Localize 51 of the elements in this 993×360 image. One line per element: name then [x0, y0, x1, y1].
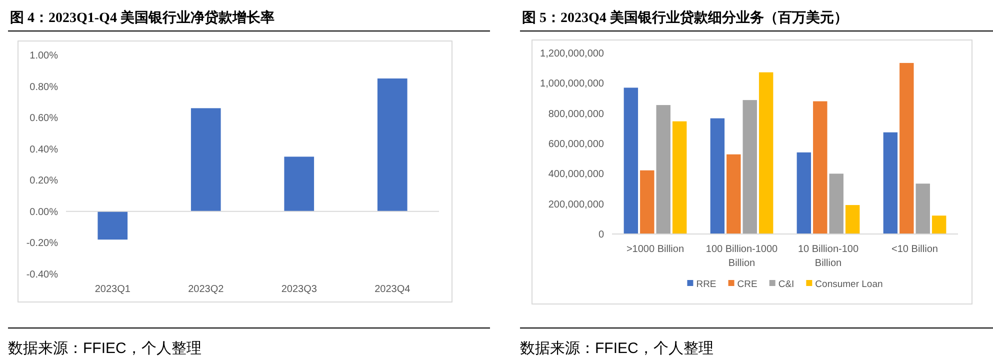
bar	[883, 132, 898, 234]
y-tick-label: 0.20%	[30, 176, 58, 187]
bar	[672, 121, 687, 234]
bar	[190, 108, 221, 212]
y-tick-label: -0.40%	[26, 270, 58, 280]
y-tick-label: -0.20%	[26, 238, 58, 250]
x-tick-label: 100 Billion-1000 Billion	[706, 244, 778, 269]
legend-label: CRE	[737, 279, 758, 290]
x-tick-label: 2023Q1	[94, 284, 131, 295]
bar	[377, 78, 408, 212]
x-tick-label: 2023Q4	[374, 284, 411, 295]
source-note: 数据来源：FFIEC，个人整理	[8, 340, 202, 357]
bar	[900, 62, 914, 234]
x-tick-label: <10 Billion	[892, 244, 938, 255]
bar	[932, 216, 946, 234]
y-tick-label: 0.40%	[30, 144, 58, 156]
y-tick-label: 1,000,000,000	[540, 78, 604, 90]
bar	[916, 184, 930, 234]
bar	[98, 211, 128, 240]
y-tick-label: 1.00%	[30, 50, 58, 62]
bar	[710, 118, 725, 234]
source-note: 数据来源：FFIEC，个人整理	[520, 340, 714, 357]
bar	[640, 170, 654, 234]
x-tick-label: >1000 Billion	[626, 244, 684, 255]
bar	[656, 105, 670, 234]
y-tick-label: 1,200,000,000	[540, 48, 604, 60]
bar	[758, 72, 774, 234]
y-tick-label: 0.60%	[30, 113, 58, 124]
x-tick-label: 2023Q3	[281, 284, 318, 295]
bar	[284, 156, 314, 212]
y-tick-label: 0.00%	[30, 206, 58, 218]
y-tick-label: 0.80%	[30, 82, 58, 93]
x-tick-label: 10 Billion-100 Billion	[798, 244, 859, 269]
chart-title: 图 4：2023Q1-Q4 美国银行业净贷款增长率	[10, 9, 274, 26]
legend-label: C&I	[778, 279, 794, 290]
bar	[742, 100, 757, 234]
y-tick-label: 200,000,000	[548, 199, 604, 210]
bar	[845, 205, 860, 234]
y-tick-label: 0	[598, 230, 604, 240]
bar	[829, 174, 844, 234]
legend-label: RRE	[696, 279, 716, 290]
bar	[624, 88, 638, 234]
bar	[726, 154, 741, 234]
bar	[813, 101, 828, 234]
y-tick-label: 800,000,000	[548, 108, 604, 120]
x-tick-label: 2023Q2	[188, 284, 224, 295]
bar	[796, 152, 812, 234]
legend-label: Consumer Loan	[815, 279, 883, 290]
y-tick-label: 600,000,000	[548, 139, 604, 150]
chart-title: 图 5：2023Q4 美国银行业贷款细分业务（百万美元）	[522, 9, 848, 26]
y-tick-label: 400,000,000	[548, 169, 604, 180]
